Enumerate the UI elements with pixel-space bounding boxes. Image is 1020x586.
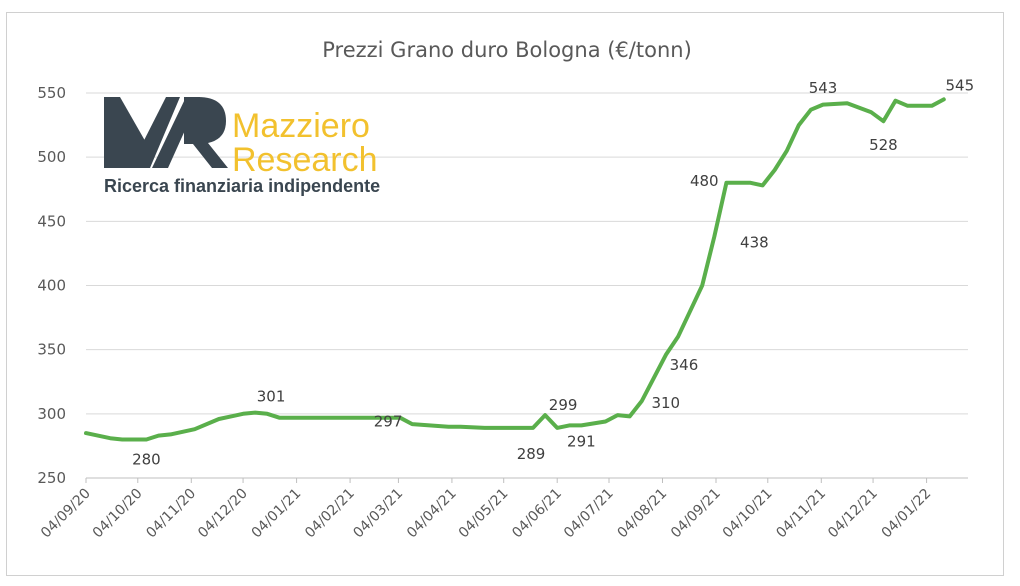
x-tick-label: 04/12/20 xyxy=(195,486,251,542)
y-tick-label: 450 xyxy=(37,212,66,230)
data-label: 310 xyxy=(651,394,680,412)
y-tick-label: 300 xyxy=(37,405,66,423)
x-axis-ticks: 04/09/2004/10/2004/11/2004/12/2004/01/21… xyxy=(38,478,934,541)
x-tick-label: 04/01/21 xyxy=(249,486,305,542)
logo-tagline: Ricerca finanziaria indipendente xyxy=(104,176,380,196)
data-label: 291 xyxy=(567,432,596,450)
x-tick-label: 04/09/21 xyxy=(668,486,724,542)
data-label: 297 xyxy=(374,413,403,431)
data-label: 528 xyxy=(869,136,898,154)
x-tick-label: 04/01/22 xyxy=(879,486,935,542)
data-label: 545 xyxy=(946,76,975,94)
x-tick-label: 04/07/21 xyxy=(561,486,617,542)
x-tick-label: 04/12/21 xyxy=(825,486,881,542)
x-tick-label: 04/08/21 xyxy=(615,486,671,542)
x-tick-label: 04/11/20 xyxy=(143,486,199,542)
mazziero-research-logo: Mazziero Research Ricerca finanziaria in… xyxy=(104,97,380,196)
x-tick-label: 04/05/21 xyxy=(456,486,512,542)
x-tick-label: 04/02/21 xyxy=(302,486,358,542)
y-axis-ticks: 250 300 350 400 450 500 550 xyxy=(37,84,66,487)
data-label: 299 xyxy=(549,396,578,414)
logo-brand-line1: Mazziero xyxy=(232,107,370,145)
y-tick-label: 500 xyxy=(37,148,66,166)
series-line xyxy=(84,97,946,442)
x-tick-label: 04/10/20 xyxy=(90,486,146,542)
data-label: 438 xyxy=(740,234,769,252)
data-label: 289 xyxy=(517,445,546,463)
chart-title: Prezzi Grano duro Bologna (€/tonn) xyxy=(322,38,692,62)
data-label: 301 xyxy=(257,388,286,406)
data-label: 346 xyxy=(670,356,699,374)
y-tick-label: 550 xyxy=(37,84,66,102)
data-labels: 280 301 297 289 299 291 310 346 480 438 543 528 545 xyxy=(132,76,974,468)
data-label: 480 xyxy=(690,172,719,190)
data-label: 543 xyxy=(809,79,838,97)
x-tick-label: 04/10/21 xyxy=(720,486,776,542)
x-tick-label: 04/09/20 xyxy=(38,486,94,542)
series-layer xyxy=(84,97,946,442)
logo-brand-line2: Research xyxy=(232,141,378,179)
x-tick-label: 04/06/21 xyxy=(509,486,565,542)
x-tick-label: 04/03/21 xyxy=(350,486,406,542)
data-label: 280 xyxy=(132,451,161,469)
y-tick-label: 350 xyxy=(37,341,66,359)
x-tick-label: 04/04/21 xyxy=(404,486,460,542)
x-tick-label: 04/11/21 xyxy=(773,486,829,542)
y-tick-label: 250 xyxy=(37,469,66,487)
y-tick-label: 400 xyxy=(37,277,66,295)
mr-logo-mark-icon xyxy=(104,97,228,168)
